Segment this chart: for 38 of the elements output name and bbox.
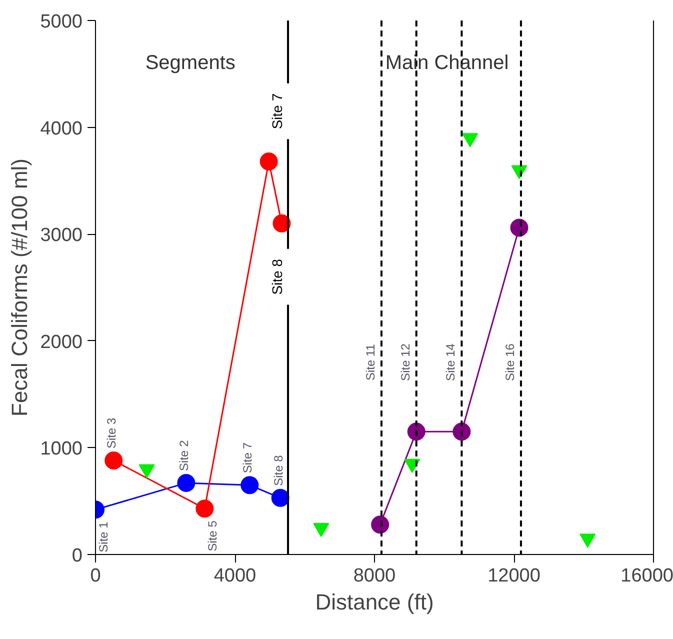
point [177, 474, 196, 492]
point [272, 214, 291, 232]
annotation: Main Channel [385, 52, 509, 74]
x-tick-label: 4000 [214, 566, 256, 586]
y-axis-title: Fecal Coliforms (#/100 ml) [7, 158, 32, 416]
y-tick-label: 3000 [40, 225, 83, 246]
point [271, 488, 290, 507]
y-tick-label: 2000 [40, 332, 83, 353]
annotation: Site 8 [268, 258, 285, 295]
x-tick-label: 16000 [620, 566, 673, 586]
y-tick-label: 0 [72, 546, 83, 566]
y-tick-label: 5000 [40, 12, 83, 32]
annotation: Site 7 [240, 442, 255, 474]
x-tick-label: 8000 [353, 566, 396, 586]
x-tick-label: 12000 [488, 566, 540, 586]
x-tick-label: 0 [90, 566, 101, 586]
annotation: Segments [145, 52, 236, 74]
point [240, 476, 259, 494]
point [407, 422, 426, 441]
point [510, 218, 528, 237]
ref-line-label: Site 14 [444, 343, 458, 381]
ref-line-label: Site 12 [398, 343, 412, 381]
annotation: Site 3 [104, 418, 119, 449]
annotation: Site 8 [271, 454, 286, 486]
point [196, 500, 214, 518]
point [260, 152, 278, 170]
point [452, 422, 471, 441]
ref-line-label: Site 11 [363, 344, 378, 380]
x-axis-title: Distance (ft) [315, 590, 434, 614]
annotation: Site 1 [96, 521, 110, 552]
annotation: Site 7 [268, 93, 285, 130]
point [371, 516, 390, 534]
ref-line-label: Site 16 [502, 343, 517, 381]
y-tick-label: 1000 [40, 438, 83, 460]
annotation: Site 2 [177, 440, 192, 471]
annotation: Site 5 [206, 520, 220, 552]
y-tick-label: 4000 [40, 118, 83, 140]
point [104, 452, 123, 470]
